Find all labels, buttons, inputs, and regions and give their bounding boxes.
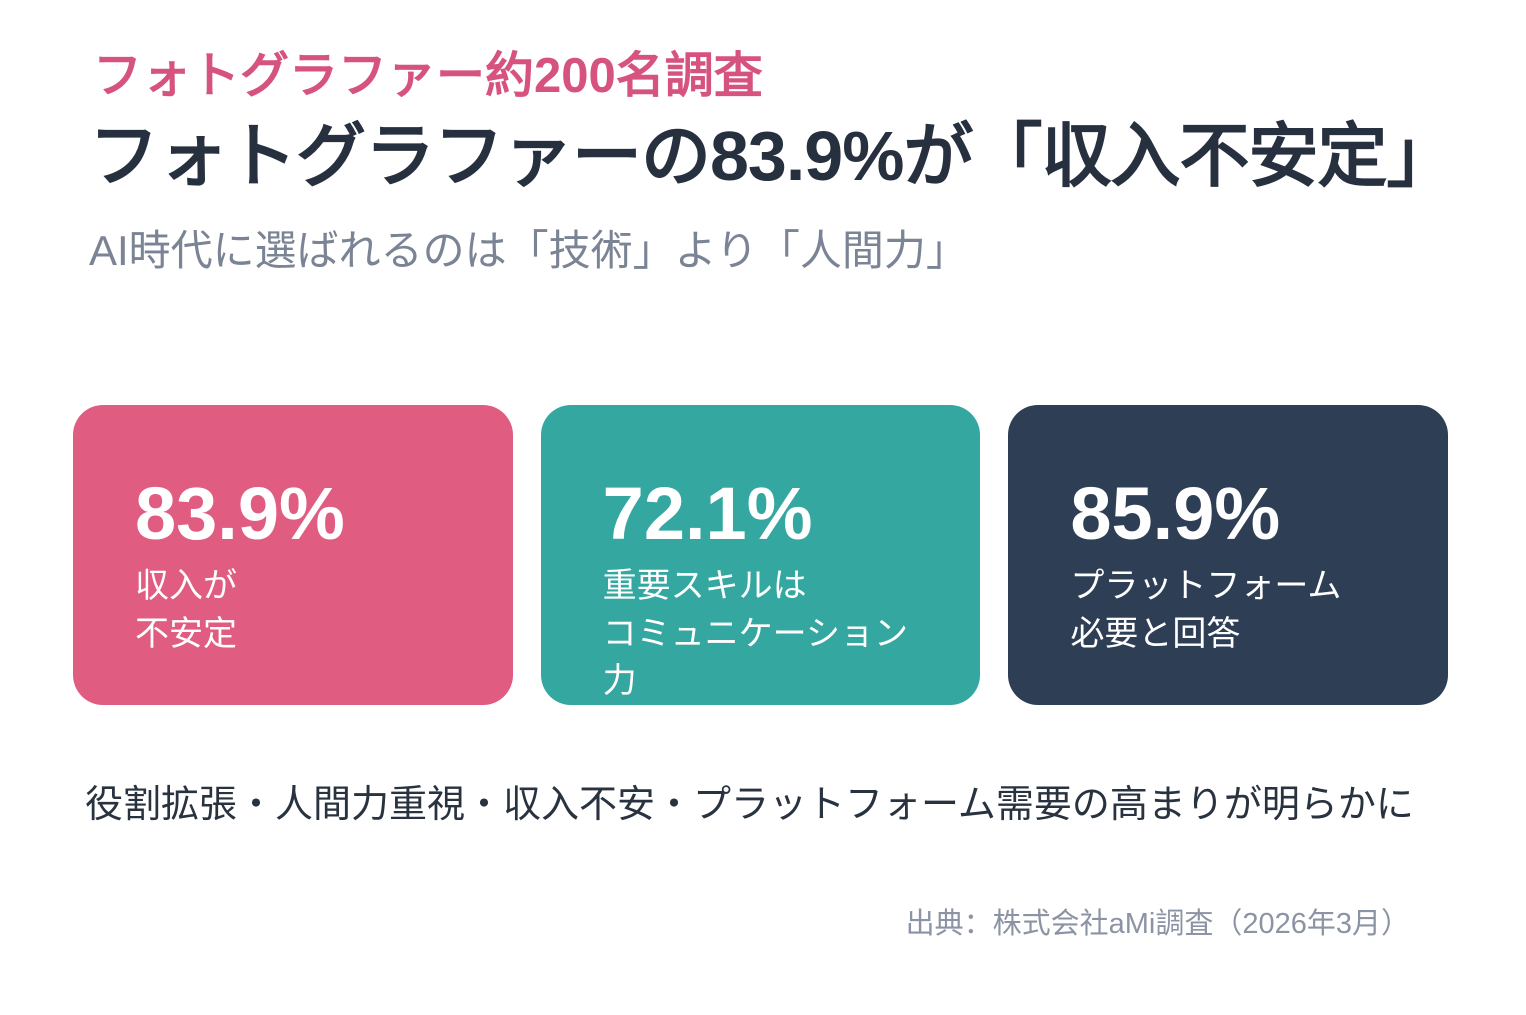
stat-card-communication-skill: 72.1% 重要スキルは コミュニケーション力	[540, 405, 981, 705]
findings-summary: 役割拡張・人間力重視・収入不安・プラットフォーム需要の高まりが明らかに	[85, 784, 1414, 826]
stat-card-income-instability: 83.9% 収入が 不安定	[73, 405, 513, 705]
source-attribution: 出典：株式会社aMi調査（2026年3月）	[905, 908, 1410, 940]
stat-label: プラットフォーム 必要と回答	[1070, 567, 1342, 653]
stat-value: 85.9%	[1070, 472, 1281, 555]
stat-value: 72.1%	[602, 472, 813, 555]
stat-label: 重要スキルは コミュニケーション力	[602, 567, 908, 701]
stat-cards-row: 83.9% 収入が 不安定 72.1% 重要スキルは コミュニケーション力 85…	[73, 405, 1449, 705]
survey-eyebrow-heading: フォトグラファー約200名調査	[93, 49, 763, 103]
stat-value: 83.9%	[135, 472, 345, 555]
stat-label: 収入が 不安定	[135, 567, 237, 653]
page-subtitle: AI時代に選ばれるのは「技術」より「人間力」	[89, 227, 968, 274]
stat-card-platform-need: 85.9% プラットフォーム 必要と回答	[1008, 405, 1449, 705]
page-title: フォトグラファーの83.9%が「収入不安定」	[89, 117, 1456, 195]
